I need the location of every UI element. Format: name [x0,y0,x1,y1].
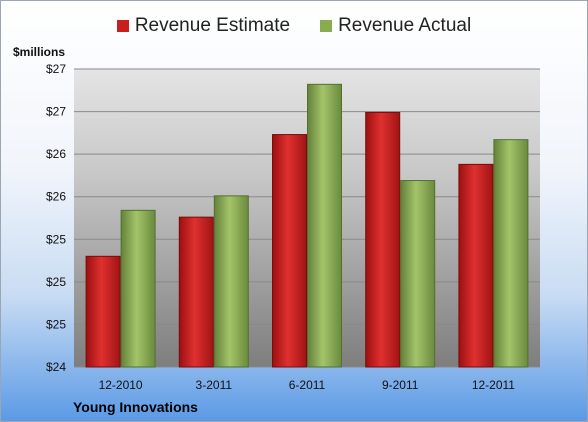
legend-item-estimate: Revenue Estimate [116,15,291,37]
y-tick-label: $25 [46,232,66,246]
chart-legend: Revenue Estimate Revenue Actual [1,15,587,37]
legend-swatch-actual [320,20,333,32]
bar-estimate-9-2011 [365,111,401,368]
x-tick-label: 6-2011 [289,378,326,392]
y-axis-unit-label: $millions [13,45,66,59]
bar-estimate-3-2011 [178,216,214,368]
y-tick-label: $25 [46,317,66,331]
y-tick-label: $26 [46,190,66,204]
x-tick-label: 9-2011 [382,378,419,392]
bar-actual-9-2011 [400,180,436,368]
x-tick-label: 12-2011 [472,378,515,392]
legend-label-actual: Revenue Actual [338,15,472,36]
y-tick-label: $25 [46,275,66,289]
x-tick-label: 3-2011 [196,378,233,392]
legend-swatch-estimate [116,20,129,32]
legend-label-estimate: Revenue Estimate [134,15,291,36]
legend-item-actual: Revenue Actual [320,15,471,37]
y-tick-label: $27 [46,62,66,76]
bar-actual-12-2010 [120,209,156,368]
bar-estimate-6-2011 [272,134,307,368]
bar-actual-12-2011 [493,139,529,368]
company-name: Young Innovations [73,399,198,415]
bar-actual-6-2011 [307,83,342,368]
y-tick-label: $27 [46,105,66,119]
bar-estimate-12-2011 [458,163,494,368]
bar-estimate-12-2010 [85,255,121,368]
bar-actual-3-2011 [213,195,249,368]
y-tick-label: $26 [46,147,66,161]
x-tick-label: 12-2010 [99,378,143,392]
y-tick-label: $24 [46,360,66,374]
